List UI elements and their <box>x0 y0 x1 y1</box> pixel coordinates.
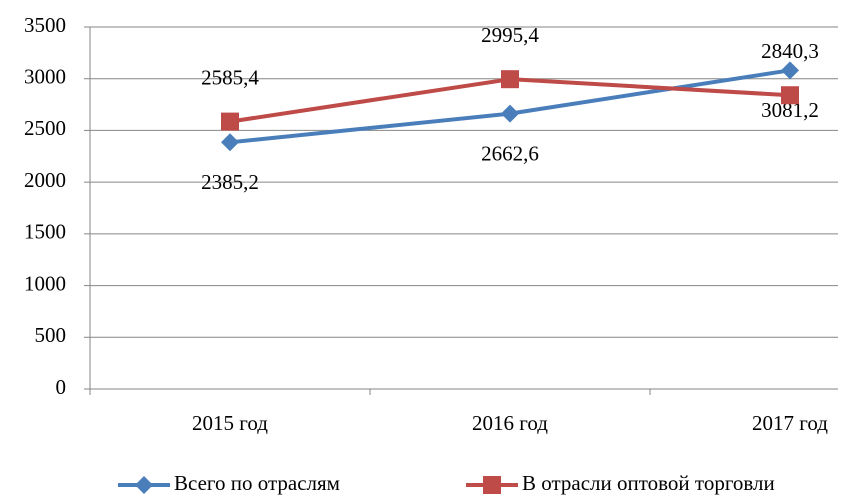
y-tick-label: 2000 <box>24 168 66 192</box>
y-tick-label: 1000 <box>24 271 66 295</box>
data-point <box>221 112 239 131</box>
data-point <box>781 86 799 105</box>
data-label: 2385,2 <box>201 170 259 194</box>
y-tick-label: 3000 <box>24 65 66 89</box>
y-tick-label: 1500 <box>24 220 66 244</box>
x-tick-label: 2017 год <box>752 411 828 435</box>
legend-label: Всего по отраслям <box>174 471 340 495</box>
data-label: 2585,4 <box>201 65 259 89</box>
data-label: 2662,6 <box>481 141 539 165</box>
y-tick-label: 500 <box>35 323 67 347</box>
data-point <box>221 133 239 152</box>
legend-label: В отрасли оптовой торговли <box>522 471 775 495</box>
data-point <box>781 61 799 80</box>
y-tick-label: 3500 <box>24 13 66 37</box>
x-tick-label: 2016 год <box>472 411 548 435</box>
y-tick-label: 2500 <box>24 116 66 140</box>
legend-marker <box>483 476 501 494</box>
data-label: 2840,3 <box>761 39 819 63</box>
data-point <box>501 70 519 89</box>
x-tick-label: 2015 год <box>192 411 268 435</box>
data-label: 2995,4 <box>481 23 539 47</box>
legend-marker <box>135 476 153 494</box>
data-point <box>501 104 519 123</box>
y-tick-label: 0 <box>56 375 67 399</box>
